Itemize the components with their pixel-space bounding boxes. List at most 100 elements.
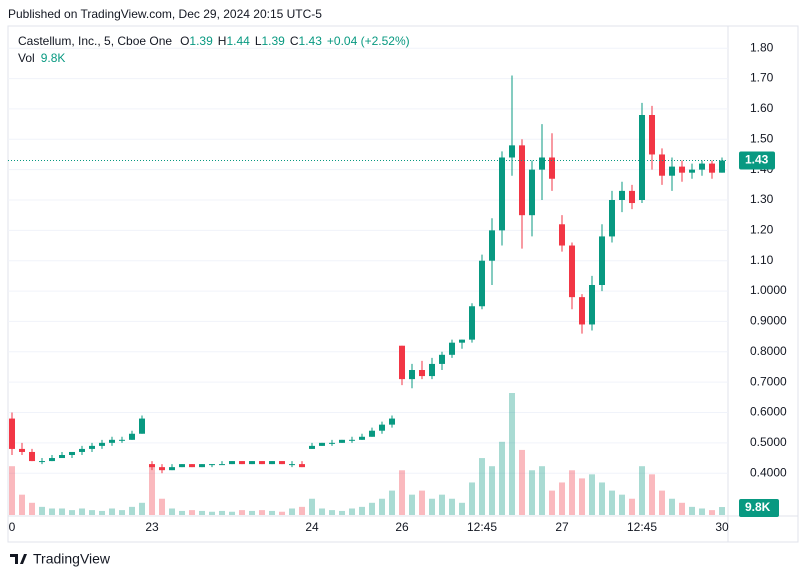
- volume-bar: [99, 510, 105, 515]
- candle-body: [599, 236, 605, 285]
- y-tick-label: 1.60: [750, 101, 774, 115]
- y-tick-label: 0.6000: [750, 405, 787, 419]
- volume-bar: [359, 506, 365, 515]
- candle-body: [479, 260, 485, 307]
- candle-body: [439, 354, 445, 364]
- candle-body: [289, 464, 295, 466]
- volume-bar: [269, 510, 275, 515]
- y-tick-label: 1.20: [750, 223, 774, 237]
- candle-body: [469, 306, 475, 340]
- volume-box: [739, 499, 779, 517]
- volume-bar: [659, 490, 665, 515]
- candle-body: [299, 464, 305, 468]
- volume-bar: [219, 510, 225, 515]
- candle-body: [49, 458, 55, 462]
- grid: [8, 47, 728, 474]
- candle-body: [659, 154, 665, 176]
- volume-bar: [449, 498, 455, 515]
- volume-bar: [429, 498, 435, 515]
- candle-body: [409, 370, 415, 380]
- legend-item: +0.04 (+2.52%): [327, 34, 410, 48]
- candle-body: [149, 464, 155, 468]
- chart-frame: [7, 25, 799, 543]
- candle-body: [679, 166, 685, 173]
- candle-body: [589, 285, 595, 325]
- volume-bar: [189, 510, 195, 515]
- x-tick-label: 12:45: [467, 520, 497, 534]
- candle-body: [489, 230, 495, 261]
- candle-body: [429, 363, 435, 377]
- volume-bar: [349, 508, 355, 515]
- volume-bar: [179, 510, 185, 515]
- volume-bar: [549, 490, 555, 515]
- legend-item: 1.44: [226, 34, 250, 48]
- y-tick-label: 0.8000: [750, 344, 787, 358]
- volume-bar: [389, 490, 395, 515]
- volume-bar: [229, 511, 235, 515]
- volume-bar: [489, 466, 495, 515]
- candle-body: [529, 169, 535, 216]
- y-tick-label: 1.80: [750, 40, 774, 54]
- candle-body: [579, 297, 585, 325]
- legend-item: 9.8K: [41, 51, 66, 65]
- candle-body: [249, 461, 255, 465]
- volume-bar: [89, 510, 95, 515]
- volume-bar: [559, 482, 565, 515]
- volume-bar: [239, 510, 245, 515]
- candle-body: [609, 200, 615, 237]
- volume-bar: [609, 490, 615, 515]
- candle-body: [519, 145, 525, 216]
- candle-body: [329, 442, 335, 444]
- legend-item: L: [255, 34, 262, 48]
- volume-bar: [589, 474, 595, 515]
- volume-bar: [579, 478, 585, 515]
- candles: [8, 75, 728, 474]
- candle-body: [229, 461, 235, 465]
- candle-body: [649, 115, 655, 155]
- legend-item: H: [218, 34, 227, 48]
- candle-body: [89, 445, 95, 449]
- y-tick-label: 1.0000: [750, 283, 787, 297]
- volume-bar: [109, 508, 115, 515]
- candle-body: [619, 190, 625, 200]
- volume-legend: Vol 9.8K: [18, 51, 65, 65]
- volume-bar: [369, 502, 375, 515]
- candle-body: [369, 430, 375, 437]
- footer-brand: TradingView: [33, 551, 111, 567]
- volume-bar: [319, 508, 325, 515]
- candle-body: [269, 461, 275, 465]
- volume-bar: [159, 498, 165, 515]
- candle-body: [349, 439, 355, 441]
- volume-bar: [599, 482, 605, 515]
- axes: 0.4000 0.5000 0.6000 0.7000 0.8000 0.9000 1.00…: [9, 40, 787, 534]
- volume-bar: [419, 490, 425, 515]
- x-tick-label: 24: [305, 520, 319, 534]
- volume-bar: [409, 494, 415, 515]
- volume-bar: [469, 482, 475, 515]
- volume-bar: [689, 506, 695, 515]
- candle-body: [129, 433, 135, 440]
- volume-bar: [679, 502, 685, 515]
- candle-body: [689, 169, 695, 173]
- volume-bar: [719, 507, 725, 515]
- legend-item: 1.43: [299, 34, 323, 48]
- candle-body: [559, 224, 565, 246]
- volume-bar: [709, 510, 715, 515]
- volume-bar: [329, 510, 335, 515]
- volume-bar: [129, 506, 135, 515]
- last-price-box: [739, 151, 775, 170]
- candle-body: [389, 418, 395, 425]
- volume-bar: [339, 510, 345, 515]
- volume-bar: [69, 510, 75, 515]
- candle-body: [139, 418, 145, 434]
- volume-bar: [9, 466, 15, 515]
- candle-body: [29, 451, 35, 462]
- volume-bar: [289, 508, 295, 515]
- candle-body: [449, 342, 455, 355]
- candle-body: [309, 445, 315, 449]
- candle-body: [339, 439, 345, 443]
- candle-body: [9, 418, 15, 449]
- volume-bar: [299, 506, 305, 515]
- y-tick-label: 1.10: [750, 253, 774, 267]
- candle-body: [39, 461, 45, 463]
